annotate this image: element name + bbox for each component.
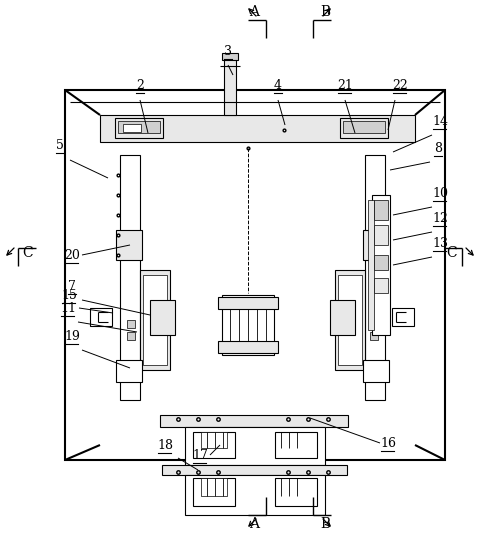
Text: 16: 16 — [379, 437, 395, 450]
Text: 21: 21 — [336, 79, 352, 92]
Bar — [342, 121, 384, 133]
Bar — [371, 195, 389, 335]
Text: C: C — [23, 246, 33, 260]
Bar — [373, 200, 387, 220]
Bar — [362, 360, 388, 382]
Bar — [200, 432, 227, 448]
Text: 15: 15 — [61, 289, 77, 302]
Bar — [222, 295, 273, 355]
Bar — [222, 53, 238, 60]
Bar — [362, 230, 388, 260]
Bar — [160, 415, 348, 427]
Bar — [339, 118, 387, 138]
Text: 11: 11 — [60, 302, 76, 315]
Text: B: B — [319, 517, 330, 531]
Bar — [217, 297, 277, 309]
Text: 8: 8 — [433, 142, 441, 155]
Bar — [373, 225, 387, 245]
Bar — [162, 465, 346, 475]
Text: B: B — [319, 5, 330, 19]
Bar — [127, 332, 135, 340]
Text: 18: 18 — [157, 439, 173, 452]
Bar — [329, 300, 354, 335]
Bar — [140, 270, 170, 370]
Bar — [143, 275, 166, 365]
Bar — [334, 270, 364, 370]
Bar — [274, 432, 317, 458]
Text: A: A — [248, 517, 258, 531]
Bar — [369, 320, 377, 328]
Bar — [217, 341, 277, 353]
Bar — [116, 360, 142, 382]
Bar — [150, 300, 175, 335]
Text: A: A — [248, 5, 258, 19]
Bar — [100, 115, 414, 445]
Bar — [120, 155, 140, 400]
Bar — [337, 275, 361, 365]
Bar — [193, 478, 235, 506]
Text: 10: 10 — [431, 187, 447, 200]
Text: 12: 12 — [431, 212, 447, 225]
Bar — [65, 90, 444, 460]
Bar — [391, 308, 413, 326]
Bar — [364, 155, 384, 400]
Text: 17: 17 — [192, 449, 208, 462]
Text: 4: 4 — [273, 79, 281, 92]
Text: 13: 13 — [431, 237, 447, 250]
Bar — [127, 320, 135, 328]
Text: 2: 2 — [136, 79, 144, 92]
Bar — [184, 427, 324, 465]
Bar — [90, 308, 112, 326]
Bar — [200, 478, 227, 496]
Text: 20: 20 — [64, 249, 80, 262]
Text: 22: 22 — [392, 79, 407, 92]
Bar — [115, 118, 163, 138]
Text: 7: 7 — [68, 280, 76, 293]
Bar — [184, 475, 324, 515]
Bar — [123, 124, 141, 132]
Bar — [118, 121, 160, 133]
Bar — [116, 230, 142, 260]
Bar — [367, 200, 373, 330]
Bar — [193, 432, 235, 458]
Bar — [100, 115, 414, 142]
Bar — [224, 58, 236, 115]
Text: 14: 14 — [431, 115, 447, 128]
Bar — [274, 478, 317, 506]
Text: 3: 3 — [224, 45, 231, 58]
Text: C: C — [446, 246, 456, 260]
Bar — [373, 255, 387, 270]
Text: 5: 5 — [56, 139, 64, 152]
Bar — [369, 332, 377, 340]
Bar — [373, 278, 387, 293]
Text: 19: 19 — [64, 330, 80, 343]
